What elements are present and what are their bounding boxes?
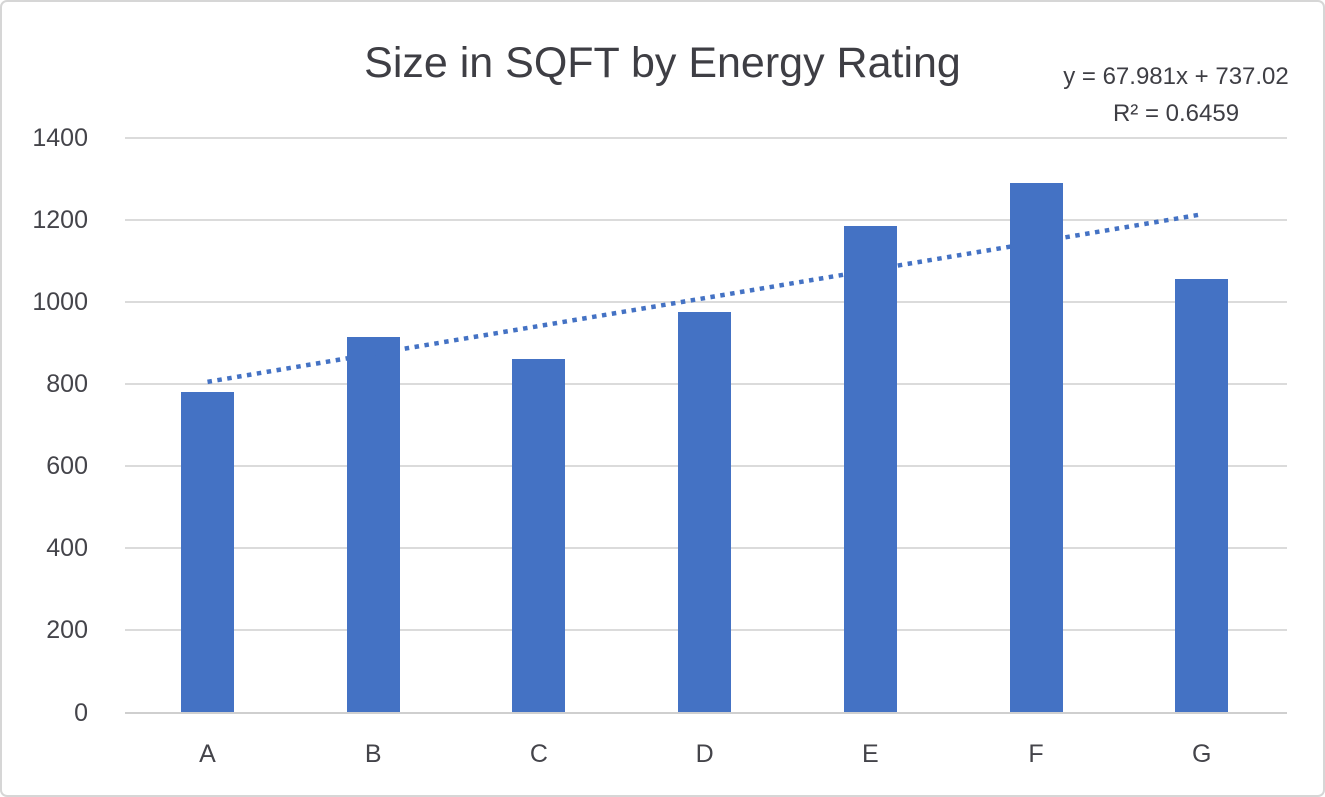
x-tick-label: G [1191,740,1212,768]
x-tick-label: B [364,740,382,768]
chart-title: Size in SQFT by Energy Rating [364,39,961,87]
y-tick-label: 200 [46,616,88,645]
y-tick-label: 400 [46,534,88,563]
y-tick-label: 600 [46,452,88,481]
trendline-r-squared: R² = 0.6459 [1112,100,1240,127]
x-axis-line [125,711,1287,714]
x-tick-label: D [695,740,714,768]
x-tick-label: F [1028,740,1044,768]
bar-D [678,312,732,713]
y-tick-label: 1400 [32,123,88,152]
bar-G [1175,279,1229,713]
x-tick-label: A [199,740,216,768]
y-tick-label: 0 [74,698,88,727]
y-tick-label: 1000 [32,287,88,316]
x-tick-label: E [861,740,879,768]
bar-C [512,359,566,713]
bar-E [843,225,897,713]
gridline [125,218,1287,221]
gridline [125,136,1287,139]
trendline-label: y = 67.981x + 737.02 R² = 0.6459 [1030,58,1322,132]
y-tick-label: 1200 [32,205,88,234]
bar-F [1009,182,1063,713]
bar-A [181,392,234,713]
x-tick-label: C [529,740,548,768]
gridline [125,300,1287,303]
trendline-equation: y = 67.981x + 737.02 [1063,63,1289,90]
bar-B [346,336,400,713]
y-tick-label: 800 [46,369,88,398]
